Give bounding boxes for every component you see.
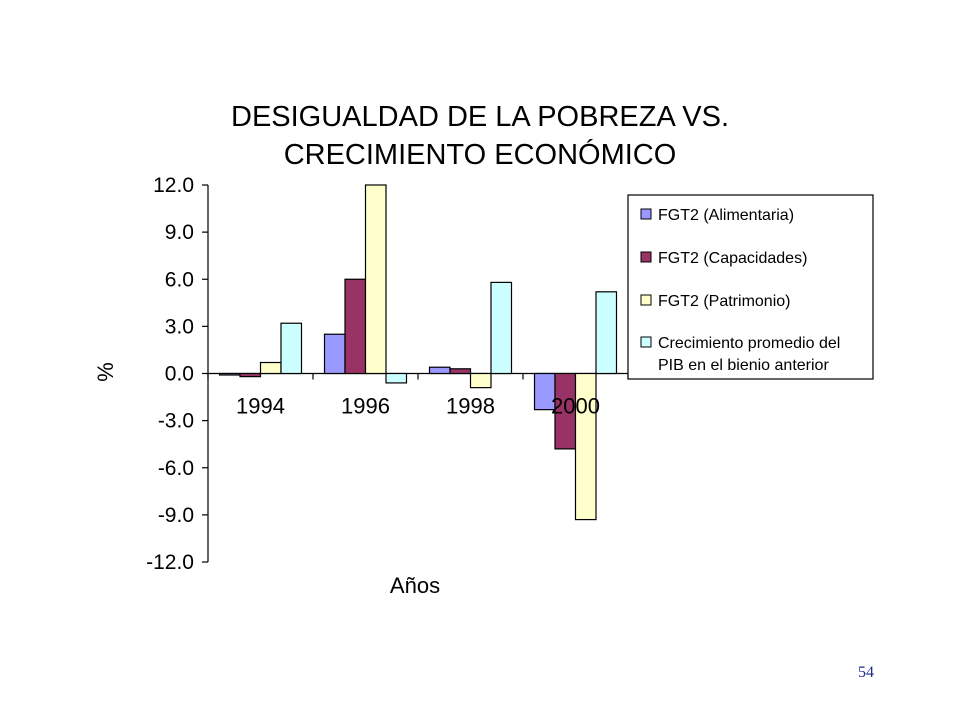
bar-1-1998 <box>428 366 451 375</box>
legend-label-2: FGT2 (Capacidades) <box>658 250 807 267</box>
legend-label-1: FGT2 (Alimentaria) <box>658 207 794 224</box>
chart-title-line-1: DESIGUALDAD DE LA POBREZA VS. <box>231 101 729 133</box>
x-tick-label: 1996 <box>341 394 390 419</box>
bar-1-1996 <box>323 333 346 375</box>
x-tick-label: 2000 <box>551 394 600 419</box>
bar-3-1994 <box>259 361 282 375</box>
y-tick-label: 9.0 <box>165 221 194 244</box>
x-axis-title: Años <box>390 573 440 598</box>
legend-label-3: FGT2 (Patrimonio) <box>658 293 790 310</box>
bar-1-1994 <box>218 372 241 376</box>
y-tick-label: 6.0 <box>165 268 194 291</box>
bar-2-1998 <box>449 368 472 375</box>
legend-label-4: PIB en el bienio anterior <box>658 357 829 374</box>
legend-swatch-3 <box>640 294 652 306</box>
y-tick-label: 0.0 <box>165 363 194 386</box>
y-tick-label: 3.0 <box>165 315 194 338</box>
legend-swatch-1 <box>640 208 652 220</box>
y-tick-label: -3.0 <box>158 410 194 433</box>
page-number: 54 <box>858 664 874 681</box>
y-tick-label: -9.0 <box>158 504 194 527</box>
bar-2-1994 <box>239 372 262 378</box>
legend-box <box>627 194 874 380</box>
bar-3-1996 <box>364 184 387 375</box>
x-tick-label: 1994 <box>236 394 285 419</box>
legend-swatch-2 <box>640 251 652 263</box>
bar-4-1998 <box>490 281 513 375</box>
bar-4-1994 <box>280 322 303 375</box>
y-tick-label: -6.0 <box>158 457 194 480</box>
x-tick-label: 1998 <box>446 394 495 419</box>
chart-title-line-2: CRECIMIENTO ECONÓMICO <box>283 139 677 171</box>
bar-2-1996 <box>344 278 367 375</box>
bar-3-2000 <box>574 372 597 521</box>
y-tick-label: 12.0 <box>153 174 194 197</box>
legend-label-4: Crecimiento promedio del <box>658 335 840 352</box>
bar-4-2000 <box>595 291 618 375</box>
legend-swatch-4 <box>640 336 652 348</box>
y-axis-title: % <box>93 362 118 382</box>
chart-title: DESIGUALDAD DE LA POBREZA VS. CRECIMIENT… <box>130 98 830 174</box>
bar-3-1998 <box>469 372 492 389</box>
bar-4-1996 <box>385 372 408 384</box>
y-tick-label: -12.0 <box>146 551 194 574</box>
